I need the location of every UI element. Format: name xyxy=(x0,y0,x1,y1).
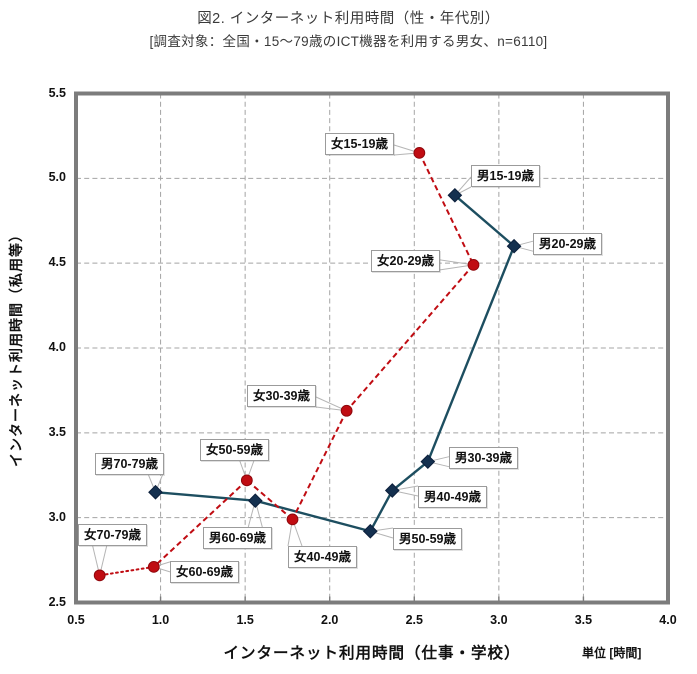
marker-female-20-29 xyxy=(467,258,480,271)
x-axis-title: インターネット利用時間（仕事・学校） xyxy=(223,645,521,662)
y-axis-title: インターネット利用時間（私用等） xyxy=(8,227,24,467)
marker-male-50-59 xyxy=(362,523,378,539)
marker-female-30-39 xyxy=(340,404,353,417)
marker-female-40-49 xyxy=(286,513,299,526)
series-line-female-segment xyxy=(418,152,475,266)
marker-female-15-19 xyxy=(413,146,426,159)
marker-female-70-79 xyxy=(93,569,106,582)
marker-male-20-29 xyxy=(506,238,522,254)
series-line-female-segment xyxy=(153,479,248,568)
marker-female-60-69 xyxy=(147,560,160,573)
marker-male-30-39 xyxy=(420,454,436,470)
marker-male-60-69 xyxy=(247,493,263,509)
marker-male-40-49 xyxy=(384,483,400,498)
series-line-female-segment xyxy=(291,410,348,520)
marker-male-70-79 xyxy=(148,484,163,500)
chart-subtitle: [調査対象：全国・15～79歳のICT機器を利用する男女、n=6110] xyxy=(149,34,548,49)
plot-frame xyxy=(74,91,670,605)
marker-male-15-19 xyxy=(447,187,463,203)
chart-title: 図2. インターネット利用時間（性・年代別） xyxy=(197,11,500,27)
series-line-female-segment xyxy=(345,264,475,412)
series-line-female-segment xyxy=(246,479,294,521)
series-line-female-segment xyxy=(98,565,155,577)
unit-note: 単位 [時間] xyxy=(582,646,642,660)
marker-female-50-59 xyxy=(240,474,253,487)
